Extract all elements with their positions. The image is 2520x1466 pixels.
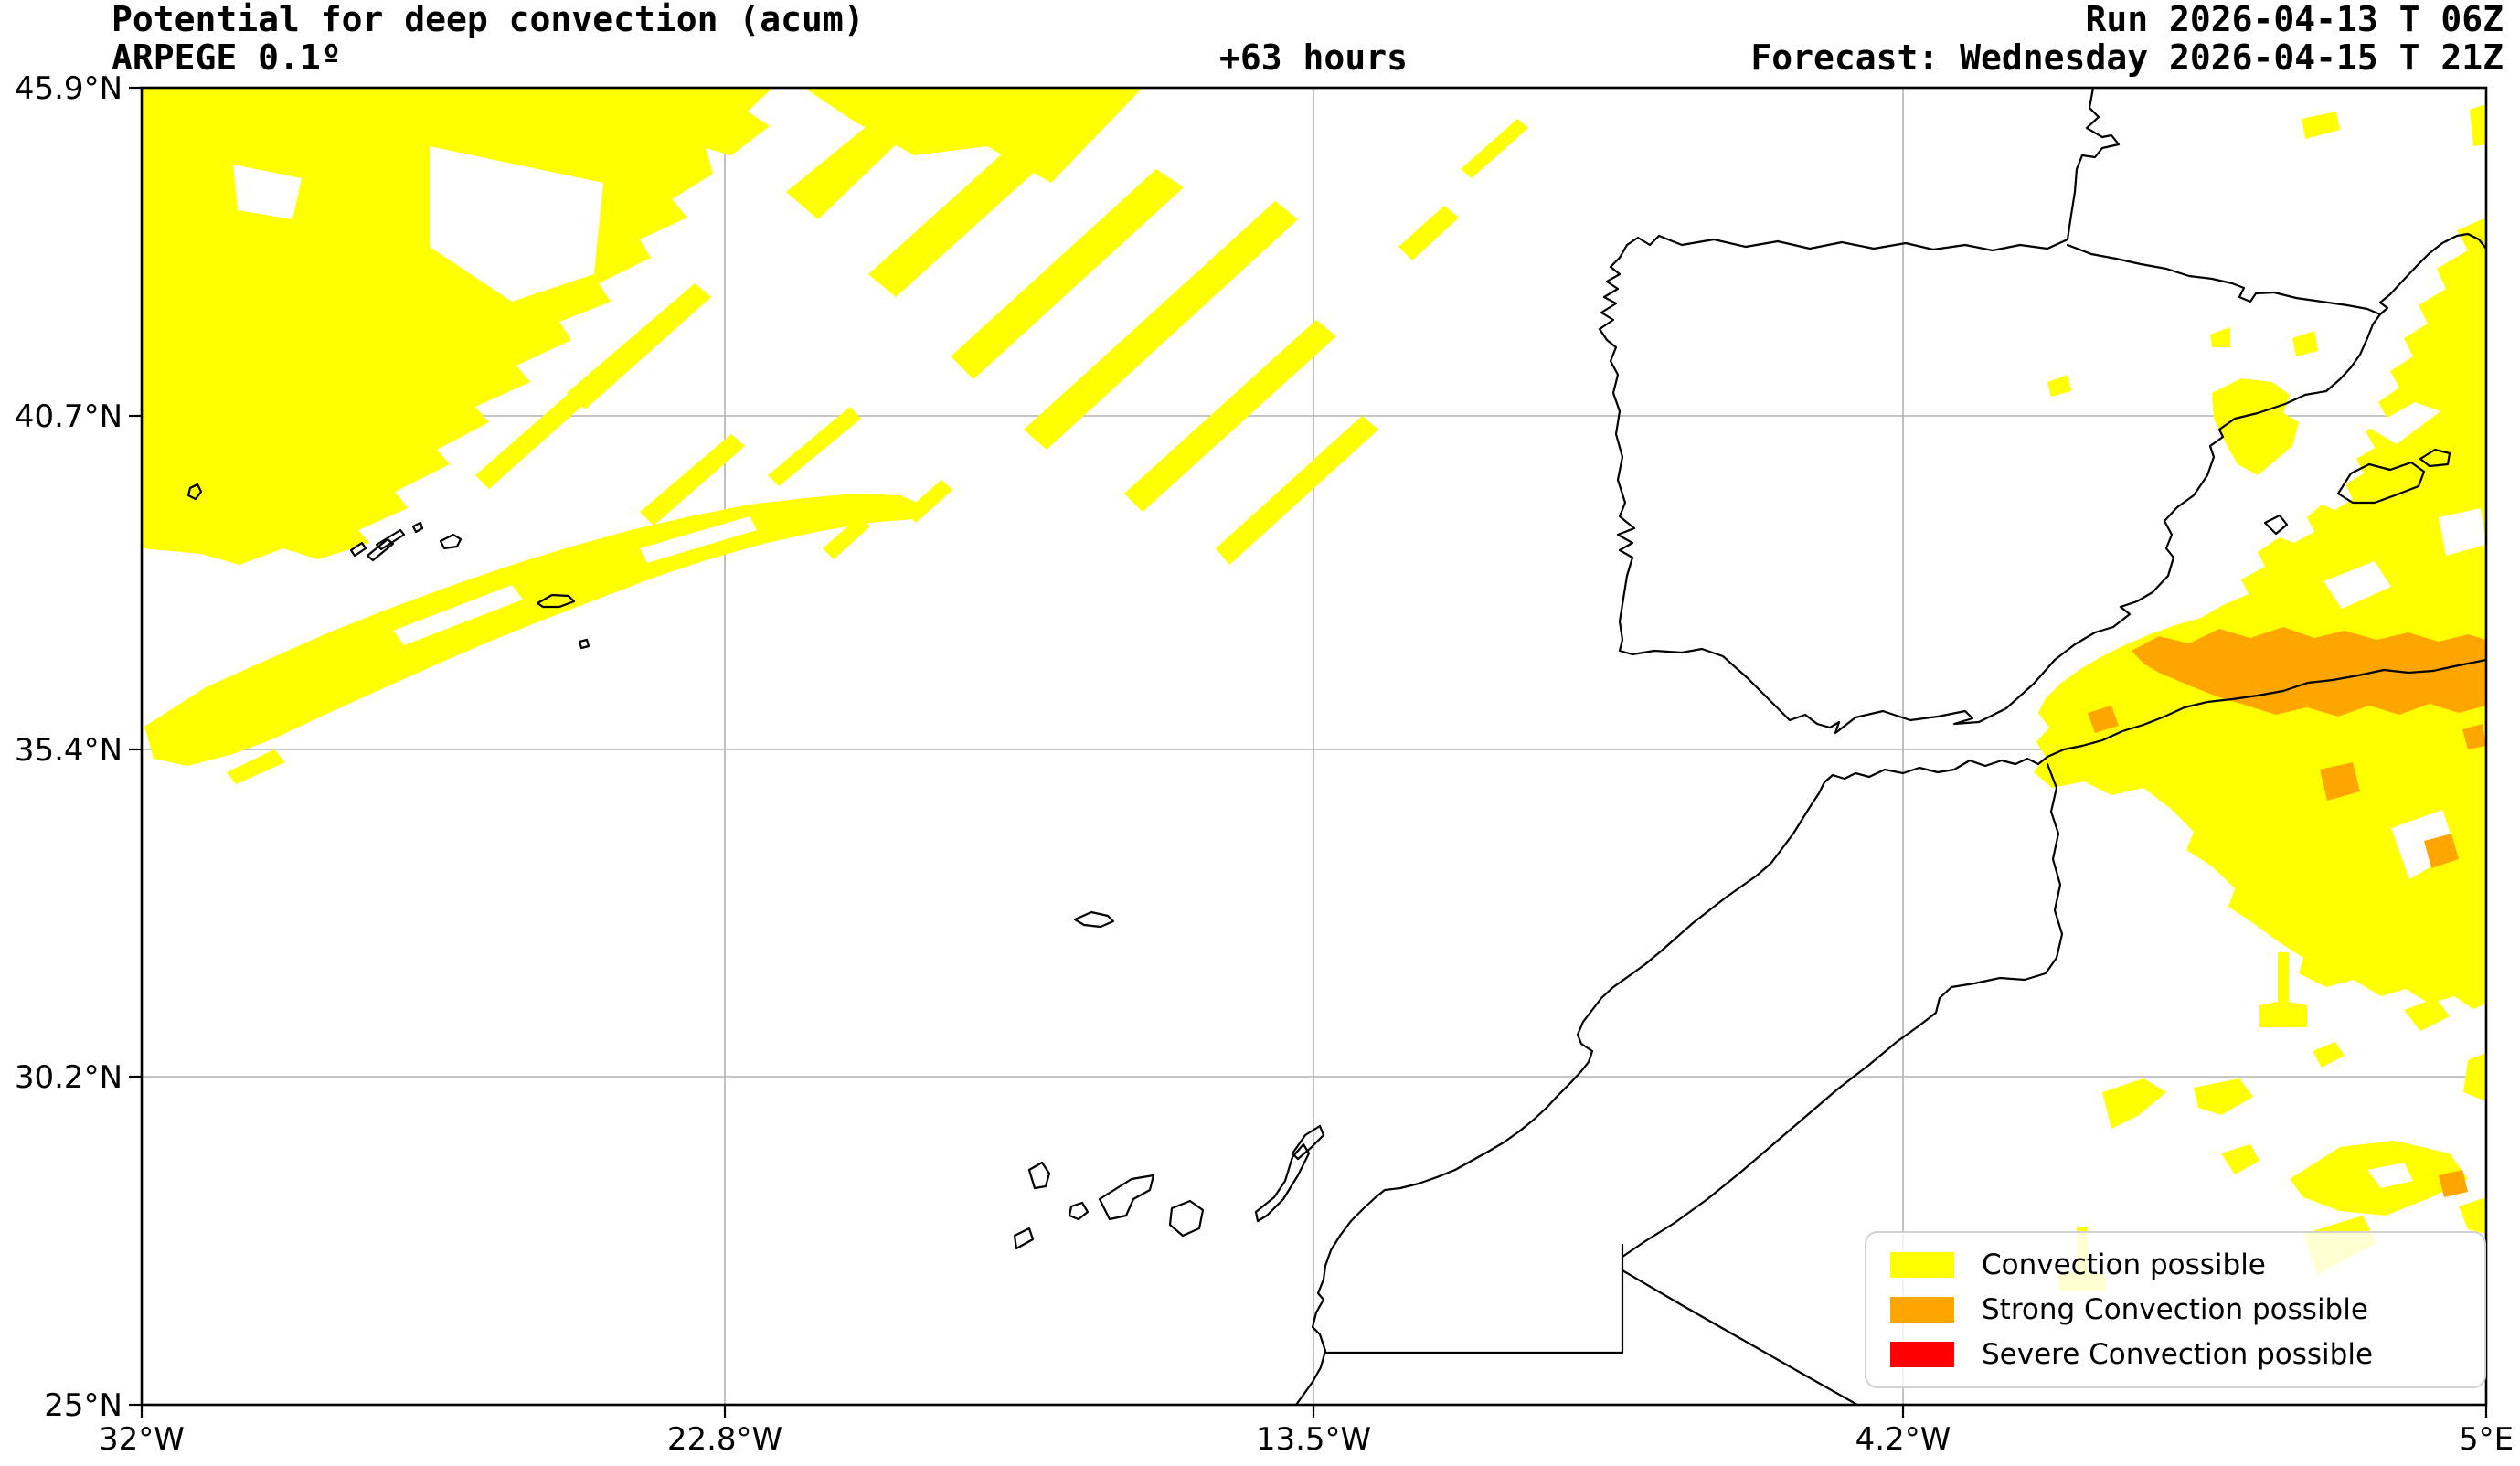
faial-island: [349, 541, 367, 558]
y-tick-label: 45.9°N: [15, 70, 122, 107]
fuerteventura-island: [1254, 1142, 1311, 1223]
severe-convection-swatch: [1890, 1342, 1954, 1368]
morocco-algeria-border: [1621, 762, 2064, 1259]
strong-convection-region: [2088, 627, 2486, 1197]
iberia-coastline: [1598, 88, 2486, 735]
africa-coastline: [1294, 658, 2486, 1405]
terceira-island: [439, 533, 463, 550]
legend-item-strong-convection: Strong Convection possible: [1866, 1293, 2484, 1326]
run-timestamp: Run 2026-04-13 T 06Z: [2085, 0, 2504, 39]
axis-ticks: [129, 86, 2488, 1418]
axis-labels: 45.9°N 40.7°N 35.4°N 30.2°N 25°N 32°W 22…: [15, 70, 2514, 1458]
y-tick-label: 30.2°N: [15, 1059, 122, 1096]
y-tick-label: 40.7°N: [15, 398, 122, 435]
lanzarote-island: [1291, 1124, 1325, 1161]
tenerife-island: [1098, 1174, 1155, 1221]
legend-item-convection: Convection possible: [1866, 1248, 2484, 1281]
western-sahara-border: [1324, 1243, 1624, 1354]
legend-label: Strong Convection possible: [1982, 1292, 2368, 1326]
y-tick-label: 25°N: [44, 1387, 122, 1424]
flores-island: [186, 483, 203, 501]
legend-label: Convection possible: [1982, 1248, 2266, 1281]
legend-item-severe-convection: Severe Convection possible: [1866, 1338, 2484, 1371]
la-palma-island: [1027, 1161, 1051, 1190]
menorca-island: [2419, 448, 2451, 468]
sao-jorge-island: [375, 528, 406, 551]
convection-swatch: [1890, 1251, 1954, 1278]
y-tick-label: 35.4°N: [15, 732, 122, 769]
el-hierro-island: [1013, 1227, 1035, 1250]
model-label: ARPEGE 0.1º: [112, 37, 342, 78]
strong-convection-swatch: [1890, 1296, 1954, 1323]
graciosa-island: [411, 521, 424, 534]
gran-canaria-island: [1168, 1199, 1205, 1238]
x-tick-label: 4.2°W: [1855, 1421, 1951, 1458]
forecast-timestamp: Forecast: Wednesday 2026-04-15 T 21Z: [1750, 37, 2504, 78]
pico-island: [366, 537, 395, 562]
x-tick-label: 32°W: [99, 1421, 185, 1458]
x-tick-label: 5°E: [2459, 1421, 2514, 1458]
santa-maria-island: [578, 638, 590, 650]
clear-air-holes: [233, 146, 2486, 1188]
mallorca-island: [2336, 461, 2426, 505]
sao-miguel-island: [536, 593, 576, 609]
la-gomera-island: [1068, 1201, 1090, 1221]
lead-time-label: +63 hours: [1219, 37, 1408, 78]
pyrenees-border: [2066, 243, 2382, 316]
x-tick-label: 13.5°W: [1256, 1421, 1371, 1458]
algeria-mauritania-border: [1621, 1269, 1859, 1405]
x-tick-label: 22.8°W: [667, 1421, 782, 1458]
plot-frame: [140, 86, 2488, 1407]
page-title: Potential for deep convection (acum): [112, 0, 865, 39]
madeira-island: [1073, 910, 1115, 929]
convection-possible-region: [142, 88, 2486, 1291]
ibiza-island: [2263, 514, 2289, 536]
legend: Convection possible Strong Convection po…: [1865, 1231, 2486, 1388]
legend-label: Severe Convection possible: [1982, 1338, 2374, 1372]
coastlines: [186, 88, 2486, 1405]
